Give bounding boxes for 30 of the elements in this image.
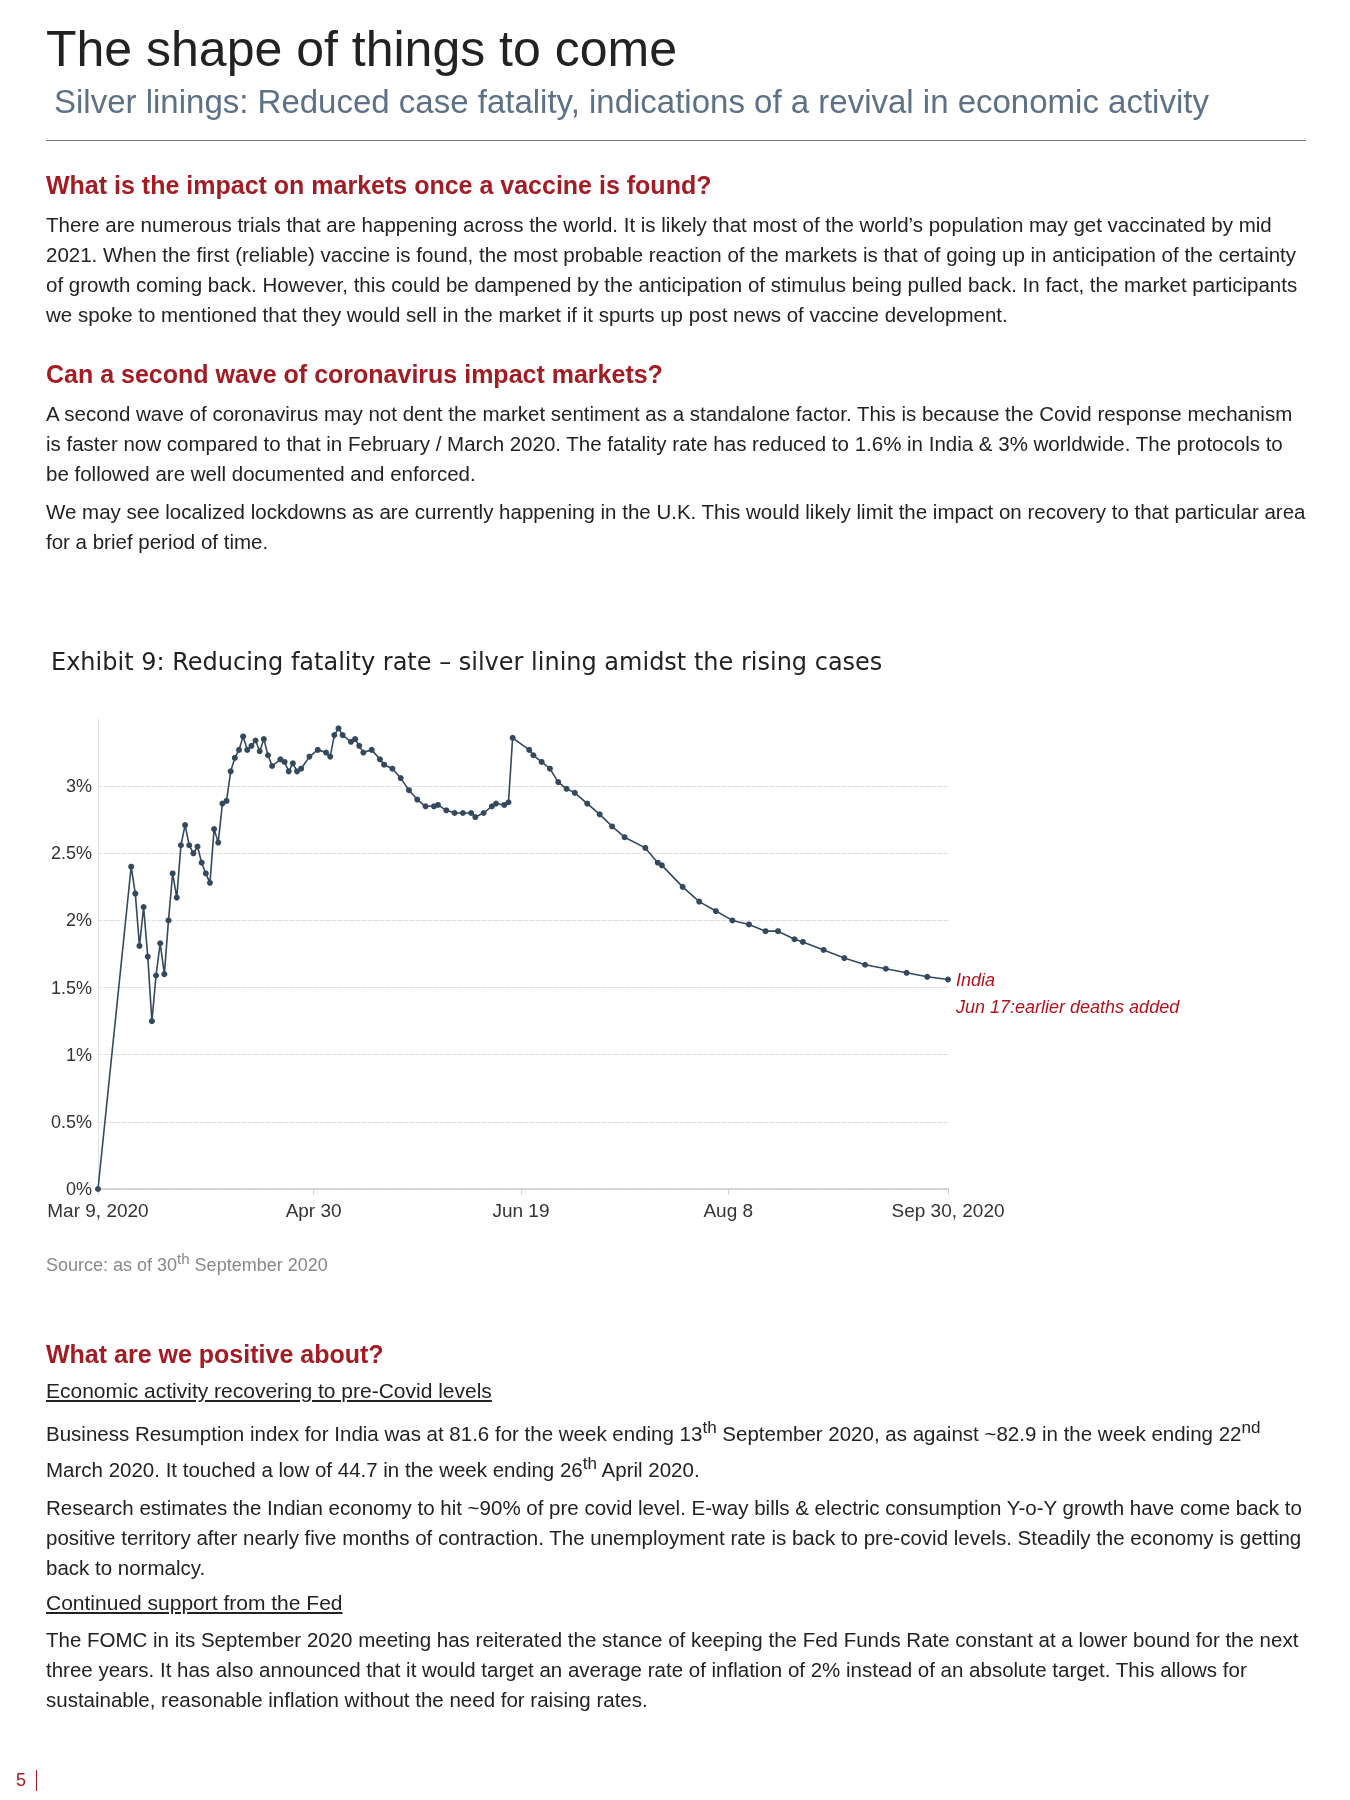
text: Jun 17:earlier deaths added	[955, 997, 1181, 1018]
source-note: Source: as of 30$^{th}$ September 2020	[46, 1250, 328, 1276]
y-tick-label: 2.5%	[50, 843, 92, 864]
text: Economic activity recovering to pre-Covid levels	[46, 1379, 493, 1403]
chart-title: Exhibit 9: Reducing fatality rate – silver lining amidst the rising cases	[51, 648, 883, 676]
y-tick-label: 2%	[65, 910, 92, 931]
text: What are we positive about?	[46, 1340, 385, 1369]
text: Silver linings: Reduced case fatality, indications of a revival in economic activity	[54, 82, 1210, 122]
y-tick-label: 1%	[65, 1044, 92, 1065]
text: A second wave of coronavirus may not dent the market sentiment as a standalone factor. This is because the Covid response mechanism is faster now compared to that in February / March 2020. The fatality rate has reduced to 1.6% in India & 3% worldwide. The protocols to be followed are well documented and enforced.	[46, 401, 1294, 487]
x-tick-label: Mar 9, 2020	[47, 1200, 149, 1221]
text: What is the impact on markets once a vaccine is found?	[46, 171, 713, 200]
text: We may see localized lockdowns as are currently happening in the U.K. This would likely limit the impact on recovery to that particular area for a brief period of time.	[46, 499, 1306, 555]
x-tick-label: Jun 19	[492, 1200, 550, 1221]
text: Continued support from the Fed	[46, 1590, 344, 1615]
series-label: India	[956, 970, 996, 991]
text: 5	[16, 1770, 38, 1791]
text: Can a second wave of coronavirus impact markets?	[46, 360, 664, 389]
y-tick-label: 1.5%	[50, 977, 92, 998]
text: Business Resumption index for India was at 81.6 for the week ending 13$^{th}$ September 2020, as against ~82.9 in the week ending 22$^{nd}$ March 2020. It touched a low of 44.7 in the week ending 26$^{th}$ April 2020.	[46, 1418, 1261, 1481]
text: The shape of things to come	[46, 20, 678, 79]
x-tick-label: Aug 8	[703, 1200, 754, 1221]
y-tick-label: 0%	[65, 1179, 92, 1199]
text: Research estimates the Indian economy to hit ~90% of pre covid level. E-way bills & electric consumption Y-o-Y growth have come back to positive territory after nearly five months of contraction. The unemployment rate is back to pre-covid levels. Steadily the economy is getting back to normalcy.	[46, 1494, 1303, 1581]
text: There are numerous trials that are happening across the world. It is likely that most of the world’s population may get vaccinated by mid 2021. When the first (reliable) vaccine is found, the most probable reaction of the markets is that of going up in anticipation of the certainty of growth coming back. However, this could be dampened by the anticipation of stimulus being pulled back. In fact, the market participants we spoke to mentioned that they would sell in the market if it spurts up post news of vaccine development.	[46, 212, 1299, 328]
x-tick-label: Sep 30, 2020	[891, 1200, 1005, 1221]
y-tick-label: 3%	[65, 776, 92, 797]
text: The FOMC in its September 2020 meeting has reiterated the stance of keeping the Fed Funds Rate constant at a lower bound for the next three years. It has also announced that it would target an average rate of inflation of 2% instead of an absolute target. This allows for sustainable, reasonable inflation without the need for raising rates.	[46, 1626, 1300, 1713]
y-tick-label: 0.5%	[50, 1111, 92, 1132]
x-tick-label: Apr 30	[285, 1200, 342, 1221]
